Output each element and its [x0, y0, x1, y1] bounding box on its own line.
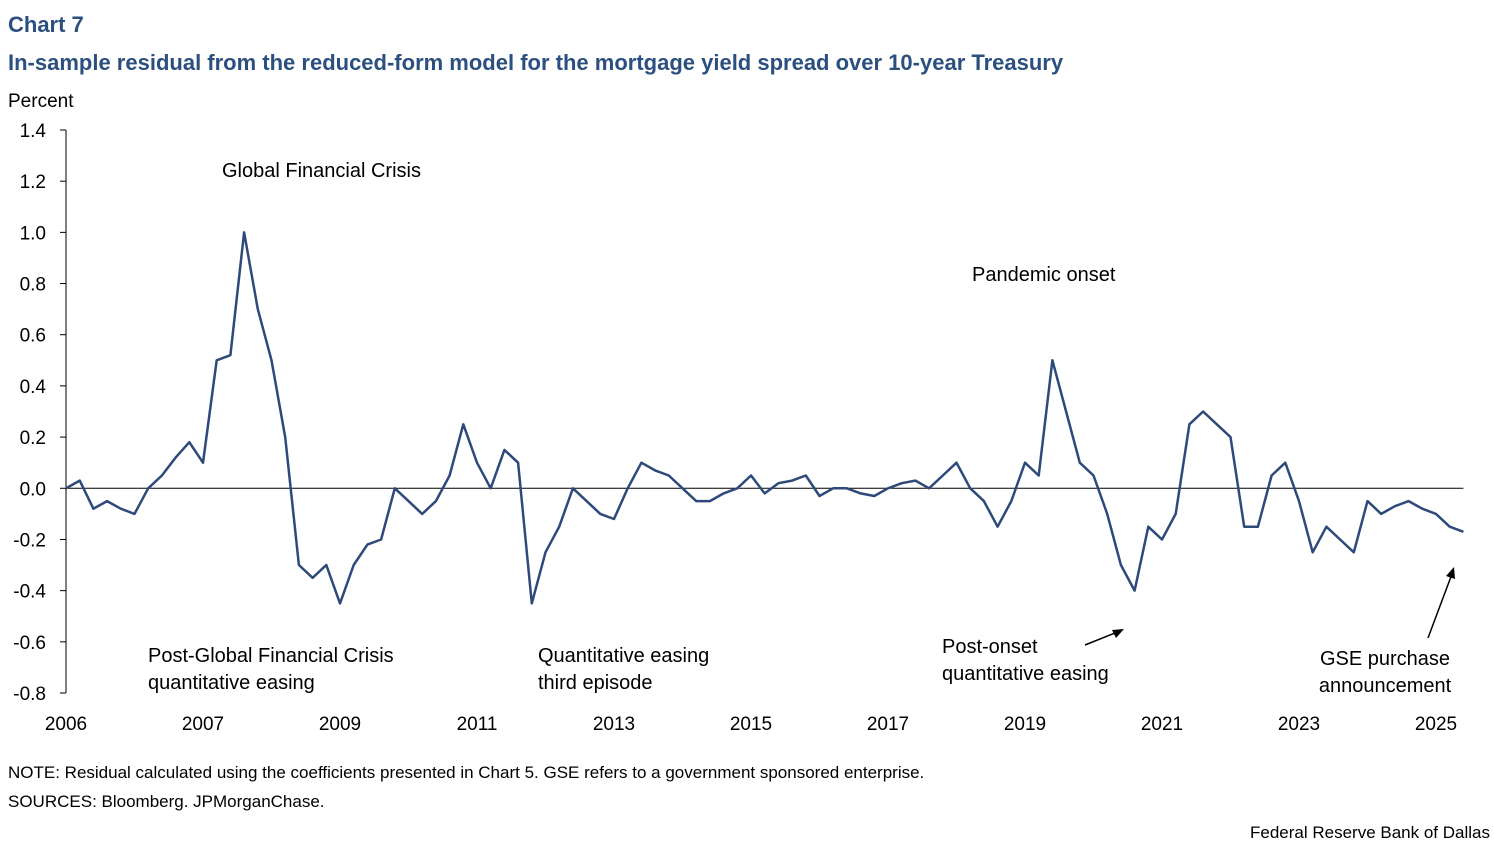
annotation: quantitative easing	[942, 663, 1109, 685]
y-tick-label: 1.4	[20, 121, 47, 142]
annotation: Quantitative easing	[538, 645, 709, 667]
arrow-head	[1112, 629, 1124, 638]
y-tick-label: 0.8	[20, 275, 46, 296]
x-tick-label: 2019	[1004, 714, 1046, 735]
arrow	[1427, 573, 1453, 639]
credit: Federal Reserve Bank of Dallas	[1250, 823, 1490, 842]
annotation: Pandemic onset	[972, 264, 1116, 286]
x-tick-label: 2017	[867, 714, 909, 735]
annotation: GSE purchase	[1320, 648, 1450, 670]
annotation: quantitative easing	[148, 672, 315, 694]
y-tick-label: -0.8	[13, 684, 46, 705]
x-tick-label: 2021	[1141, 714, 1183, 735]
y-tick-label: 0.2	[20, 428, 46, 449]
y-axis-label: Percent	[8, 91, 74, 112]
data-line	[65, 231, 1464, 605]
y-tick-label: 0.4	[20, 377, 47, 398]
arrow-head	[1446, 567, 1455, 579]
x-tick-label: 2011	[457, 714, 498, 735]
sources: SOURCES: Bloomberg. JPMorganChase.	[8, 792, 325, 811]
y-tick-label: 0.0	[20, 479, 46, 500]
y-tick-label: -0.4	[13, 582, 46, 603]
x-tick-label: 2025	[1415, 714, 1457, 735]
annotation: Global Financial Crisis	[222, 160, 421, 182]
y-tick-label: 1.2	[20, 172, 46, 193]
x-tick-label: 2023	[1278, 714, 1320, 735]
x-tick-label: 2015	[730, 714, 772, 735]
y-tick-label: -0.2	[13, 530, 46, 551]
x-tick-label: 2006	[45, 714, 87, 735]
x-tick-label: 2009	[319, 714, 361, 735]
chart-title: Chart 7	[8, 12, 84, 37]
x-tick-label: 2013	[593, 714, 635, 735]
annotation: Post-onset	[942, 636, 1038, 658]
annotation: Post-Global Financial Crisis	[148, 645, 394, 667]
y-tick-label: 1.0	[20, 223, 46, 244]
note: NOTE: Residual calculated using the coef…	[8, 763, 924, 782]
y-tick-label: -0.6	[13, 633, 46, 654]
annotation: announcement	[1319, 675, 1452, 697]
y-tick-label: 0.6	[20, 326, 46, 347]
chart-subtitle: In-sample residual from the reduced-form…	[8, 50, 1064, 75]
x-tick-label: 2007	[182, 714, 224, 735]
annotation: third episode	[538, 672, 653, 694]
